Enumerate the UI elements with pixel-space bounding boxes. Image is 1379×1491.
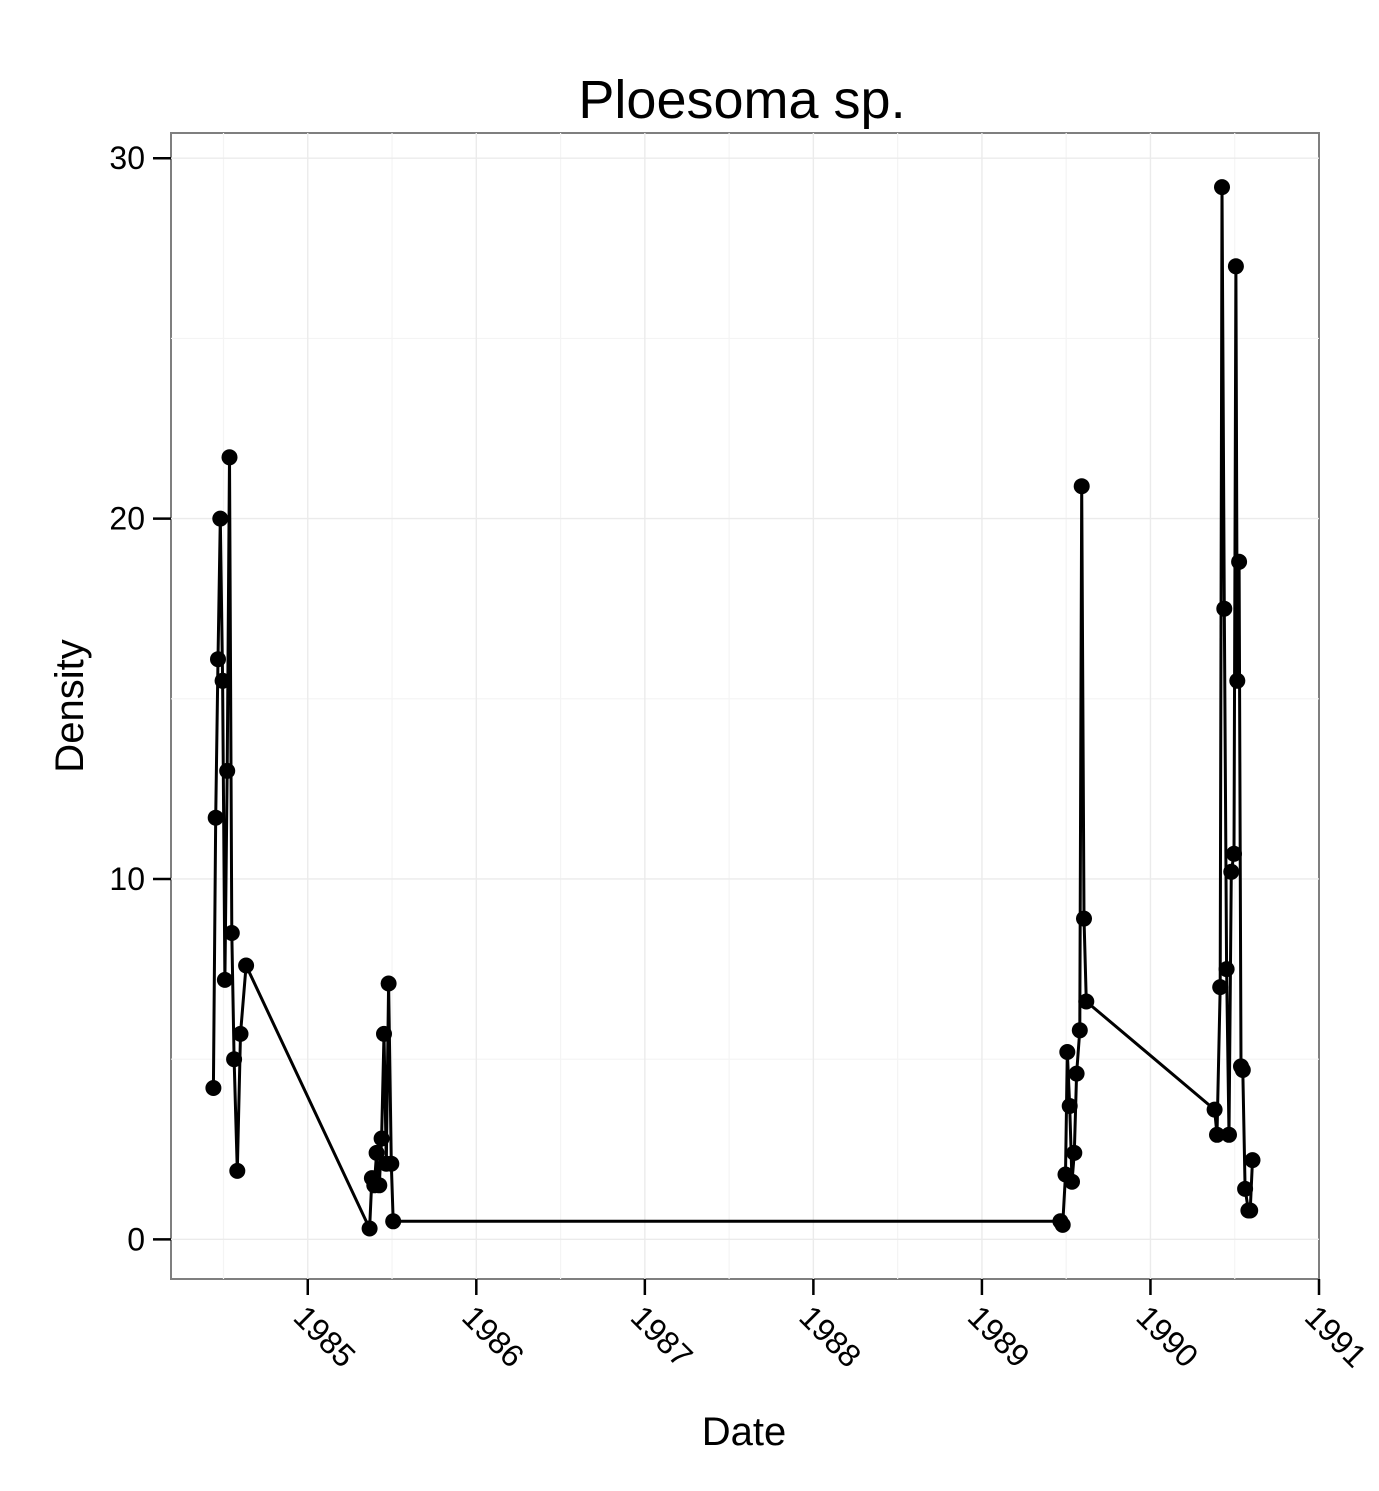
data-point <box>1064 1173 1080 1190</box>
data-point <box>1237 1180 1254 1197</box>
x-tick-label: 1989 <box>961 1298 1037 1374</box>
data-point <box>232 1025 249 1042</box>
data-point <box>361 1220 378 1237</box>
data-point <box>1054 1216 1071 1233</box>
data-point <box>376 1025 392 1042</box>
data-point <box>373 1130 390 1147</box>
data-point <box>383 1155 400 1172</box>
x-axis-title: Date <box>702 1410 787 1454</box>
plot-panel <box>170 132 1320 1280</box>
data-point <box>1066 1144 1083 1161</box>
data-point <box>210 651 226 668</box>
x-tick-label: 1987 <box>624 1298 700 1374</box>
data-point <box>226 1051 243 1068</box>
data-point <box>1212 979 1229 996</box>
data-point <box>223 925 240 941</box>
data-point <box>229 1162 246 1179</box>
data-point <box>214 672 231 689</box>
data-point <box>212 510 229 527</box>
data-point <box>1223 863 1240 880</box>
data-point <box>1227 258 1244 275</box>
y-axis-title: Density <box>48 639 92 772</box>
data-point <box>1244 1152 1261 1169</box>
x-tick-label: 1990 <box>1130 1298 1206 1374</box>
data-point <box>1218 961 1235 978</box>
data-point <box>1076 910 1092 927</box>
data-point <box>216 971 233 988</box>
data-point <box>207 809 224 826</box>
data-point <box>371 1177 388 1194</box>
grid-major <box>171 133 1319 1279</box>
y-tick-label: 10 <box>109 861 145 897</box>
data-point <box>1234 1062 1251 1078</box>
data-point <box>1078 993 1095 1010</box>
y-tick-label: 20 <box>109 501 145 537</box>
y-tick-label: 0 <box>127 1221 145 1257</box>
chart-title: Ploesoma sp. <box>578 70 905 130</box>
data-point <box>1221 1126 1237 1143</box>
data-point <box>1068 1065 1085 1082</box>
data-point <box>221 449 238 466</box>
x-tick-label: 1986 <box>455 1298 531 1374</box>
data-point <box>219 762 236 779</box>
data-point <box>1206 1101 1223 1118</box>
data-point <box>1242 1202 1259 1219</box>
data-point <box>380 975 397 992</box>
x-tick-label: 1991 <box>1298 1298 1374 1374</box>
y-axis: 0 10 20 30 <box>109 140 171 1257</box>
data-point <box>1231 553 1248 570</box>
data-point <box>1229 672 1246 689</box>
x-axis: 1985 1986 1987 1988 1989 1990 1991 <box>287 1279 1374 1374</box>
x-tick-label: 1988 <box>792 1298 868 1374</box>
data-point <box>1059 1044 1076 1060</box>
data-point <box>1226 845 1242 862</box>
y-tick-label: 30 <box>109 140 145 176</box>
data-point <box>1071 1022 1088 1039</box>
data-point <box>385 1213 402 1230</box>
data-point <box>1073 478 1090 495</box>
data-point <box>368 1144 385 1161</box>
data-point <box>238 957 255 974</box>
data-point <box>1061 1098 1078 1114</box>
data-point <box>1216 600 1233 617</box>
data-point <box>1214 179 1230 196</box>
series-points-group <box>205 179 1261 1237</box>
data-point <box>1209 1126 1225 1143</box>
x-tick-label: 1985 <box>287 1298 363 1374</box>
data-point <box>205 1080 222 1096</box>
